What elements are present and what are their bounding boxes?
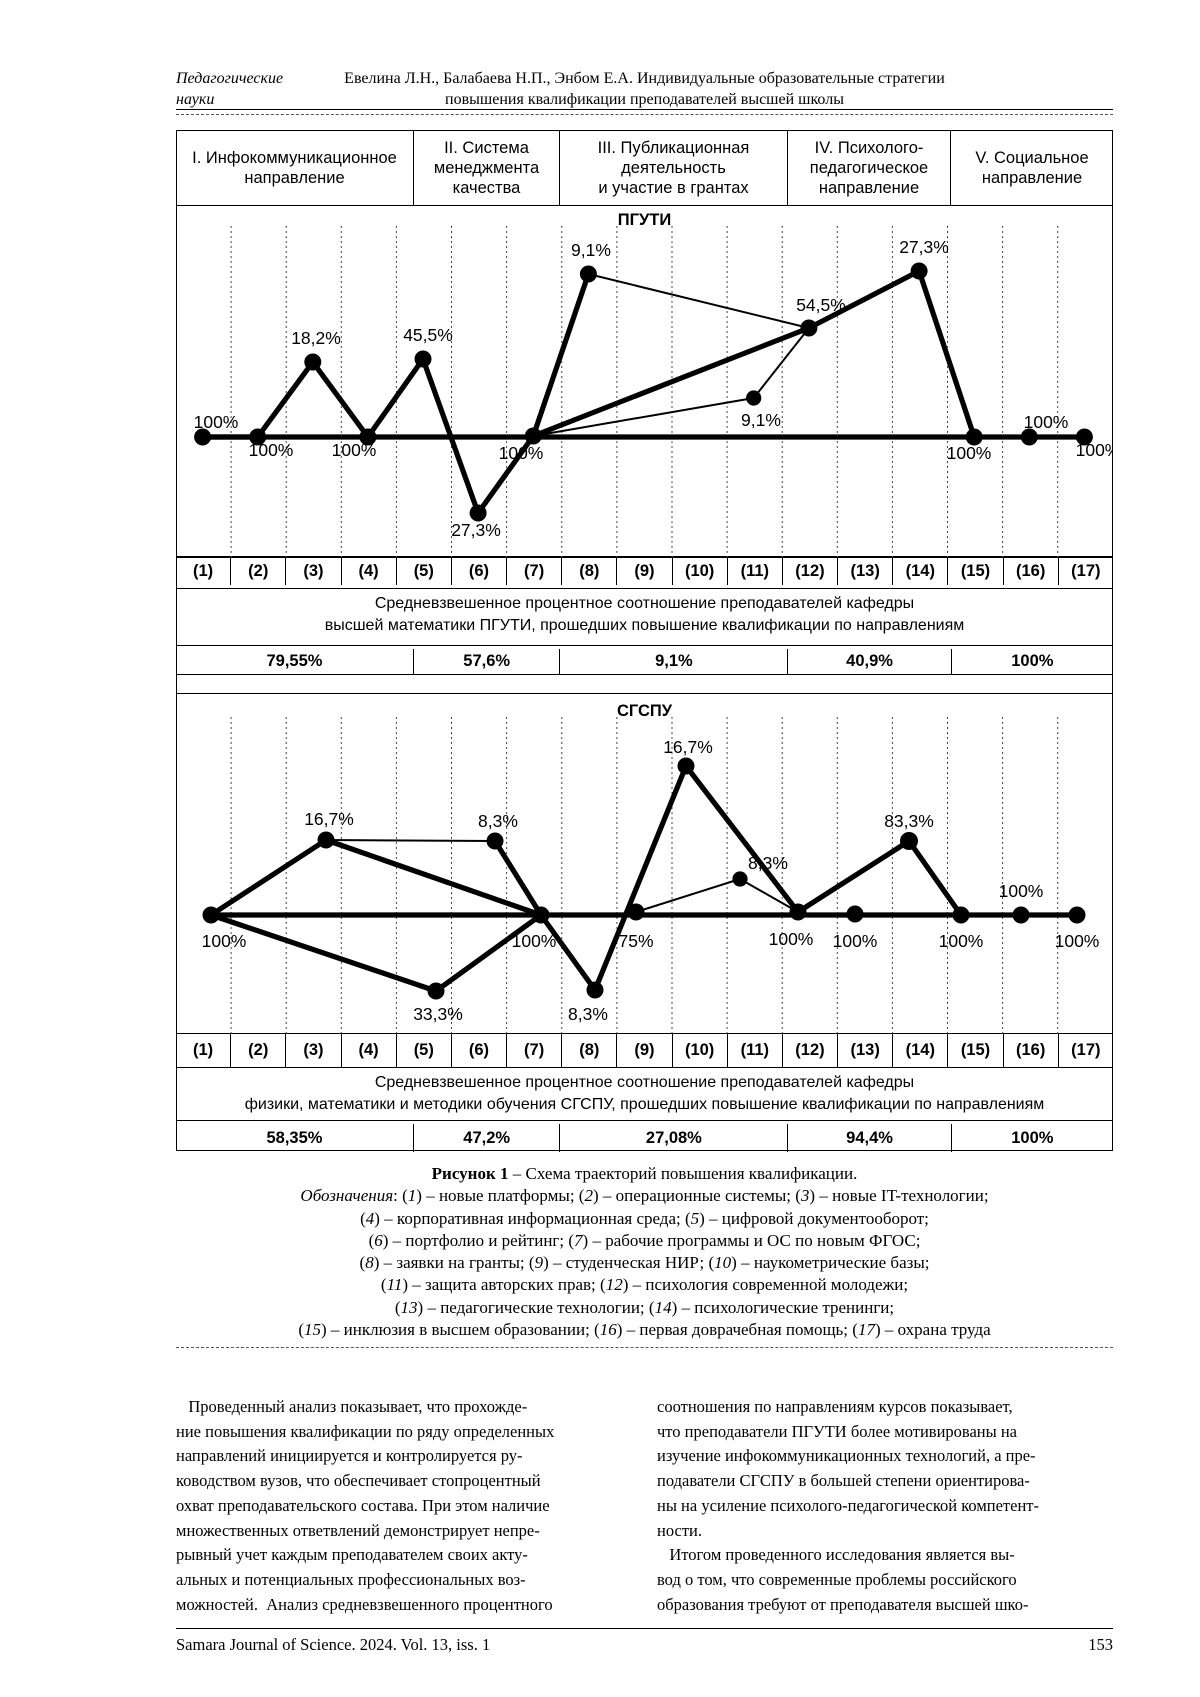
svg-text:100%: 100% [194,412,239,432]
svg-text:100%: 100% [332,440,377,460]
svg-text:100%: 100% [999,881,1044,901]
svg-text:8,3%: 8,3% [478,811,518,831]
svg-text:100%: 100% [202,931,247,951]
svg-text:100%: 100% [947,443,992,463]
svg-text:100%: 100% [1055,931,1100,951]
svg-text:100%: 100% [1076,440,1113,460]
svg-text:100%: 100% [769,929,814,949]
svg-text:100%: 100% [499,443,544,463]
svg-text:100%: 100% [249,440,294,460]
svg-text:18,2%: 18,2% [291,328,341,348]
svg-text:54,5%: 54,5% [796,295,846,315]
svg-text:45,5%: 45,5% [403,325,453,345]
svg-text:100%: 100% [512,931,557,951]
svg-text:9,1%: 9,1% [741,410,781,430]
svg-text:100%: 100% [939,931,984,951]
svg-text:75%: 75% [618,931,653,951]
svg-text:8,3%: 8,3% [748,853,788,873]
svg-text:27,3%: 27,3% [899,237,949,257]
svg-text:27,3%: 27,3% [451,520,501,540]
svg-text:100%: 100% [1024,412,1069,432]
svg-text:33,3%: 33,3% [413,1004,463,1024]
svg-text:9,1%: 9,1% [571,240,611,260]
svg-text:83,3%: 83,3% [884,811,934,831]
svg-text:16,7%: 16,7% [663,737,713,757]
svg-text:16,7%: 16,7% [304,809,354,829]
svg-text:8,3%: 8,3% [568,1004,608,1024]
svg-text:100%: 100% [833,931,878,951]
